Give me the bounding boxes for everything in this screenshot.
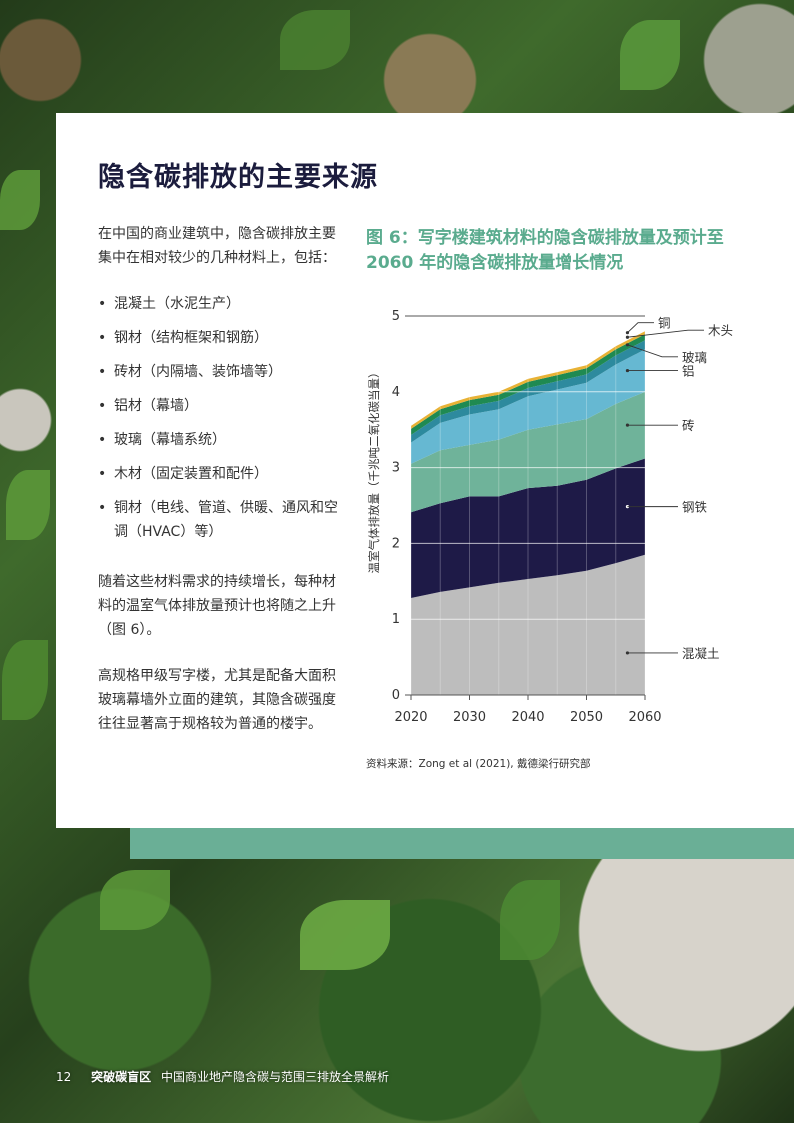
x-tick-label: 2040 [511,710,544,725]
series-label: 铜 [658,316,671,331]
stacked-area-chart: 温室气体排放量（千兆吨二氧化碳当量） 0 1 2 3 4 5 2020 2030 2040 205… [367,309,733,725]
series-label: 玻璃 [682,350,707,365]
leaf-decoration [0,170,40,230]
series-label: 铝 [682,364,695,379]
leaf-decoration [6,470,50,540]
body-paragraph: 高规格甲级写字楼，尤其是配备大面积玻璃幕墙外立面的建筑，其隐含碳强度往往显著高于… [98,668,336,732]
area-concrete [411,554,645,695]
series-label: 砖 [682,418,695,433]
figure-title: 图 6：写字楼建筑材料的隐含碳排放量及预计至 2060 年的隐含碳排放量增长情况 [366,228,724,273]
area-aluminium [411,349,645,464]
y-axis-label: 温室气体排放量（千兆吨二氧化碳当量） [367,367,381,574]
report-title: 中国商业地产隐含碳与范围三排放全景解析 [160,1070,389,1084]
intro-paragraph: 在中国的商业建筑中，隐含碳排放主要集中在相对较少的几种材料上，包括： [98,226,336,266]
leaf-decoration [620,20,680,90]
leaf-decoration [300,900,390,970]
x-tick-label: 2060 [628,710,661,725]
report-brand: 突破碳盲区 [91,1070,152,1084]
series-label: 木头 [708,323,733,338]
source-note: 资料来源：Zong et al (2021), 戴德梁行研究部 [366,758,591,770]
x-tick-label: 2020 [394,710,427,725]
list-item: 铝材（幕墙） [98,394,338,418]
label-leader-line [627,344,678,358]
leaf-decoration [500,880,560,960]
list-item: 铜材（电线、管道、供暖、通风和空调（HVAC）等） [98,496,338,544]
y-tick-label: 5 [392,309,400,324]
area-wood [411,334,645,435]
y-tick-label: 3 [392,461,400,476]
list-item: 钢材（结构框架和钢筋） [98,326,338,350]
body-text: 在中国的商业建筑中，隐含碳排放主要集中在相对较少的几种材料上，包括： 混凝土（水… [98,222,338,758]
label-leader-line [627,329,704,338]
y-tick-label: 0 [392,688,400,703]
list-item: 混凝土（水泥生产） [98,292,338,316]
page-number: 12 [56,1070,72,1084]
list-item: 砖材（内隔墙、装饰墙等） [98,360,338,384]
label-leader-line [627,322,654,334]
area-copper [411,331,645,429]
x-tick-label: 2030 [453,710,486,725]
y-tick-label: 4 [392,385,400,400]
area-brick [411,391,645,513]
y-tick-label: 2 [392,536,400,551]
body-paragraph: 随着这些材料需求的持续增长，每种材料的温室气体排放量预计也将随之上升（图 6）。 [98,574,336,638]
page-footer: 12 突破碳盲区 中国商业地产隐含碳与范围三排放全景解析 [56,1068,389,1085]
y-tick-label: 1 [392,612,400,627]
leaf-decoration [280,10,350,70]
leaf-decoration [2,640,48,720]
area-steel [411,458,645,598]
page-heading: 隐含碳排放的主要来源 [98,162,378,193]
x-tick-label: 2050 [570,710,603,725]
list-item: 木材（固定装置和配件） [98,462,338,486]
leaf-decoration [100,870,170,930]
series-label: 钢铁 [682,500,708,515]
accent-band [130,828,794,859]
list-item: 玻璃（幕墙系统） [98,428,338,452]
series-label: 混凝土 [682,646,720,661]
materials-list: 混凝土（水泥生产） 钢材（结构框架和钢筋） 砖材（内隔墙、装饰墙等） 铝材（幕墙… [98,292,338,544]
